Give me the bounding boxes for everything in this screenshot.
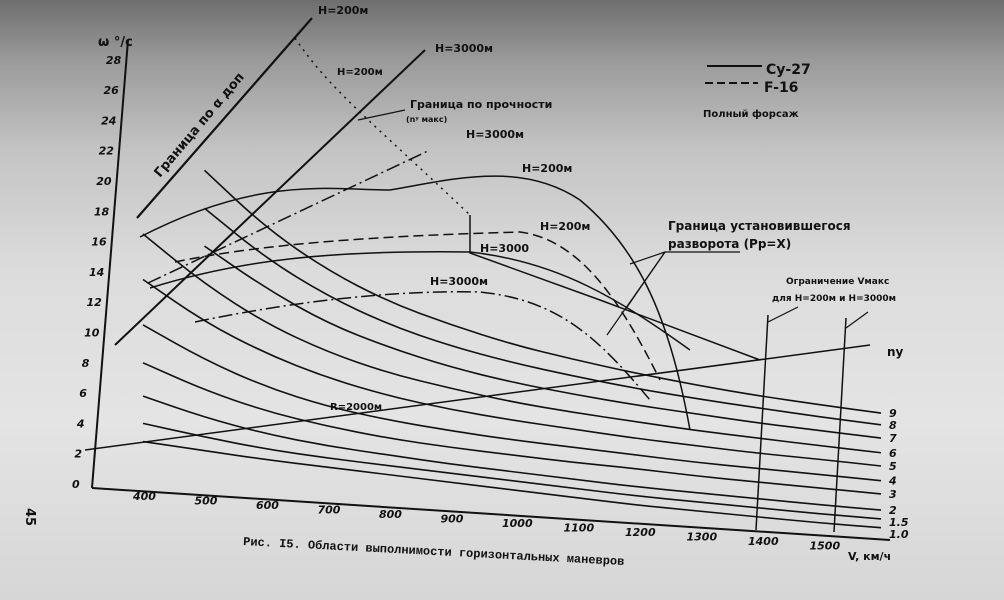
- x-tick-label: 600: [256, 499, 279, 512]
- x-tick-label: 500: [195, 495, 218, 508]
- ny-curve-2: [142, 395, 882, 511]
- strength-boundary-h200-line: [294, 37, 471, 216]
- h3000-strength-hatched: [469, 215, 761, 361]
- sustained-turn-pointer-1: [629, 251, 666, 265]
- sustained-turn-label-2: разворота (Pp=X): [668, 237, 791, 251]
- h200-top-label: H=200м: [318, 4, 368, 17]
- h200-hump-curve: [139, 175, 691, 431]
- vmax-label-2: для H=200м и H=3000м: [772, 294, 896, 304]
- y-tick-label: 10: [84, 327, 100, 340]
- ny-curve-label: 1.5: [889, 516, 909, 529]
- ny-curve-9: [203, 169, 882, 414]
- x-tick-label: 800: [379, 508, 402, 521]
- ny-curve-label: 4: [888, 475, 897, 488]
- ny-header: ny: [887, 345, 904, 359]
- ny-curve-label: 6: [889, 447, 897, 460]
- vmax-pointer-2: [845, 311, 869, 329]
- strength-boundary-sub: (nʸ макс): [406, 115, 447, 124]
- h200-f16-dashed-curve: [174, 231, 661, 381]
- x-tick-label: 1100: [564, 522, 595, 535]
- ny-curve-label: 1.0: [889, 528, 909, 541]
- y-tick-label: 12: [87, 296, 103, 309]
- strength-boundary-h3000-line: [114, 49, 426, 346]
- y-tick-label: 6: [79, 387, 87, 400]
- x-tick-label: 1300: [687, 531, 718, 544]
- ny-curve-label: 3: [889, 488, 897, 501]
- x-axis: [91, 487, 891, 541]
- x-tick-label: 1000: [502, 517, 533, 530]
- vmax-limit-h200: [755, 314, 769, 531]
- y-tick-label: 28: [106, 54, 122, 67]
- h3000-top-label: H=3000м: [435, 42, 493, 55]
- x-tick-label: 1200: [625, 526, 656, 539]
- strength-boundary-label: Граница по прочности: [410, 98, 552, 111]
- vmax-limit-h3000: [833, 317, 847, 533]
- legend-label-su27: Су-27: [766, 62, 811, 78]
- x-axis-label: V, км/ч: [848, 550, 891, 563]
- x-tick-label: 700: [318, 504, 341, 517]
- radius-2000-line: [84, 344, 871, 451]
- ny-curve-5: [142, 278, 882, 467]
- ny-curve-4: [142, 324, 882, 482]
- sustained-turn-label-1: Граница установившегося: [668, 219, 851, 233]
- ny-curve-label: 7: [889, 432, 897, 445]
- y-tick-label: 2: [74, 448, 82, 461]
- y-tick-label: 4: [76, 417, 85, 430]
- y-tick-label: 20: [96, 175, 112, 188]
- vmax-pointer-1: [767, 306, 799, 323]
- y-tick-label: 26: [104, 84, 120, 97]
- y-tick-label: 24: [101, 114, 116, 127]
- ny-curve-label: 2: [889, 504, 897, 517]
- figure-caption: Рис. I5. Области выполнимости горизонтал…: [243, 534, 625, 569]
- h200-second-label: H=200м: [337, 67, 383, 78]
- h200-f16-label: H=200м: [540, 220, 590, 233]
- x-tick-label: 400: [132, 490, 156, 503]
- alpha-boundary-label: Граница по α доп: [152, 70, 248, 181]
- ny-curve-label: 8: [889, 419, 897, 432]
- radius-label: R=2000м: [330, 402, 382, 413]
- x-tick-label: 1400: [748, 535, 779, 548]
- legend-note: Полный форсаж: [703, 108, 799, 120]
- h200-hump-label: H=200м: [522, 162, 572, 175]
- legend-label-f16: F-16: [764, 80, 798, 96]
- y-axis-label: ω °/с: [98, 35, 133, 50]
- y-tick-label: 18: [94, 205, 110, 218]
- vmax-label-1: Ограничение Vмакс: [786, 277, 889, 287]
- page-number: 45: [22, 508, 37, 526]
- ny-curve-8: [203, 207, 882, 426]
- y-tick-label: 16: [91, 236, 107, 249]
- alpha-boundary-line: [136, 17, 313, 219]
- sustained-turn-pointer-3: [624, 251, 666, 311]
- ny-curve-6: [142, 233, 882, 454]
- h3000-su27-curve: [149, 251, 691, 351]
- h3000-mid-label: H=3000: [480, 242, 529, 255]
- ny-curve-label: 5: [889, 460, 897, 473]
- legend: Су-27 F-16 Полный форсаж: [703, 62, 811, 120]
- y-tick-label: 14: [89, 266, 104, 279]
- ny-curve-label: 9: [889, 407, 897, 420]
- ny-curve-7: [204, 245, 882, 439]
- y-tick-label: 0: [72, 478, 80, 491]
- h3000-dashdot-line: [147, 149, 431, 284]
- x-tick-label: 900: [441, 513, 464, 526]
- h3000-low-label: H=3000м: [430, 275, 488, 288]
- ny-curve-1.0: [142, 440, 882, 529]
- y-axis: [91, 39, 129, 489]
- y-tick-label: 8: [82, 357, 90, 370]
- ny-curve-1.5: [142, 422, 882, 520]
- y-tick-label: 22: [99, 145, 115, 158]
- h3000-strength-label: H=3000м: [466, 128, 524, 141]
- x-tick-label: 1500: [810, 540, 841, 553]
- ny-curve-3: [142, 362, 882, 495]
- strength-pointer: [357, 109, 406, 121]
